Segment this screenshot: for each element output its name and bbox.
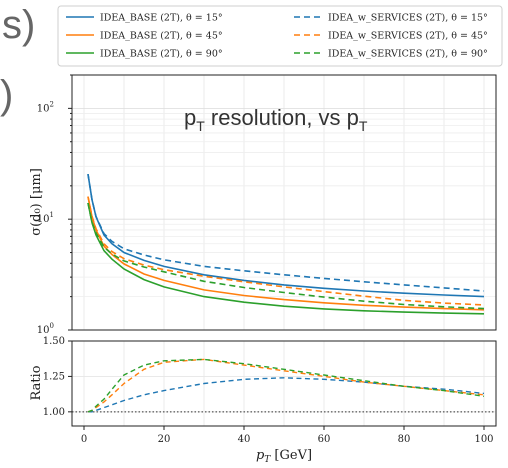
main-frame bbox=[71, 74, 497, 331]
side-text-top: s) bbox=[2, 3, 35, 47]
x-ticks: 0 20 40 60 80 100 bbox=[81, 426, 494, 445]
ratio-line-2 bbox=[87, 358, 485, 413]
x-label: pT [GeV] bbox=[256, 448, 312, 465]
ratio-tick-label: 1.25 bbox=[43, 371, 65, 382]
series-line-6 bbox=[87, 202, 485, 310]
x-tick-label: 40 bbox=[238, 434, 251, 445]
x-tick-label: 80 bbox=[398, 434, 411, 445]
legend-label: IDEA_w_SERVICES (2T), θ = 90° bbox=[328, 49, 488, 60]
y-tick-label: 101 bbox=[37, 211, 54, 225]
ratio-tick-label: 1.50 bbox=[43, 336, 65, 347]
y-tick-label: 100 bbox=[37, 322, 54, 336]
legend-label: IDEA_BASE (2T), θ = 45° bbox=[100, 31, 223, 42]
series-line-2 bbox=[87, 196, 485, 311]
series-line-5 bbox=[87, 196, 485, 306]
legend-label: IDEA_BASE (2T), θ = 15° bbox=[100, 13, 223, 24]
ratio-tick-label: 1.00 bbox=[43, 407, 65, 418]
legend-label: IDEA_w_SERVICES (2T), θ = 15° bbox=[328, 13, 488, 24]
legend: IDEA_BASE (2T), θ = 15° IDEA_BASE (2T), θ… bbox=[57, 5, 503, 67]
legend-label: IDEA_w_SERVICES (2T), θ = 45° bbox=[328, 31, 488, 42]
main-lines bbox=[87, 173, 485, 315]
legend-label: IDEA_BASE (2T), θ = 90° bbox=[100, 49, 223, 60]
ratio-y-ticks: 1.00 1.25 1.50 bbox=[43, 336, 72, 418]
ratio-line-3 bbox=[87, 358, 485, 413]
series-line-4 bbox=[87, 173, 485, 292]
x-tick-label: 20 bbox=[158, 434, 171, 445]
ratio-panel: 1.00 1.25 1.50 Ratio 0 20 40 60 80 100 pT [GeV] bbox=[29, 336, 497, 465]
main-y-label: σ(d₀) [μm] bbox=[29, 168, 44, 236]
side-text-bottom: ) bbox=[0, 73, 13, 117]
x-tick-label: 0 bbox=[81, 434, 87, 445]
ratio-y-label: Ratio bbox=[29, 365, 44, 400]
y-tick-label: 102 bbox=[37, 100, 54, 114]
series-line-3 bbox=[87, 202, 485, 315]
ratio-frame bbox=[71, 340, 497, 427]
x-tick-label: 60 bbox=[318, 434, 331, 445]
ratio-line-1 bbox=[88, 377, 485, 413]
legend-frame bbox=[57, 5, 503, 67]
annotation: pT resolution, vs pT bbox=[184, 105, 368, 134]
ratio-lines bbox=[87, 358, 485, 413]
main-panel: 100 101 102 σ(d₀) [μm] pT resolution, vs p… bbox=[29, 74, 497, 336]
main-y-ticks: 100 101 102 bbox=[37, 74, 72, 336]
ratio-grid bbox=[72, 340, 496, 426]
x-tick-label: 100 bbox=[474, 434, 493, 445]
series-line-1 bbox=[87, 173, 485, 298]
